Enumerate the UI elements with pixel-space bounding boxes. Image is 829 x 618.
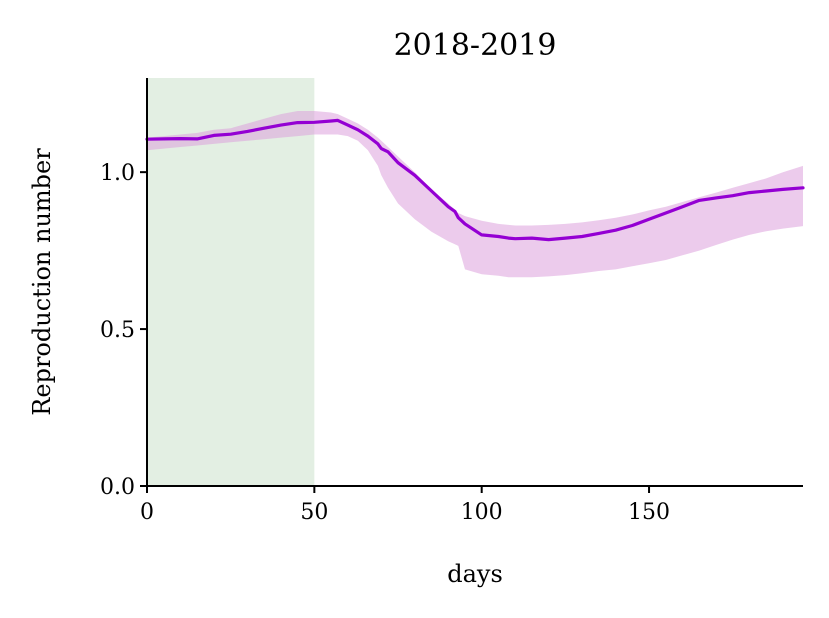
x-axis-label: days: [447, 560, 503, 588]
axis-labels: 2018-2019 days Reproduction number: [28, 28, 556, 588]
chart-title: 2018-2019: [394, 28, 557, 63]
confidence-band: [147, 111, 803, 278]
series-line: [145, 118, 805, 242]
x-tick-label: 0: [140, 500, 154, 525]
y-tick-label: 1.0: [100, 161, 135, 186]
y-tick-label: 0.5: [100, 318, 135, 343]
x-tick-label: 150: [628, 500, 670, 525]
axes: 0 50 100 150 0.0 0.5 1.0: [100, 78, 803, 525]
chart-marks: [145, 111, 805, 278]
y-tick-label: 0.0: [100, 475, 135, 500]
x-tick-label: 100: [461, 500, 503, 525]
y-axis-label: Reproduction number: [28, 148, 56, 416]
x-tick-label: 50: [300, 500, 328, 525]
